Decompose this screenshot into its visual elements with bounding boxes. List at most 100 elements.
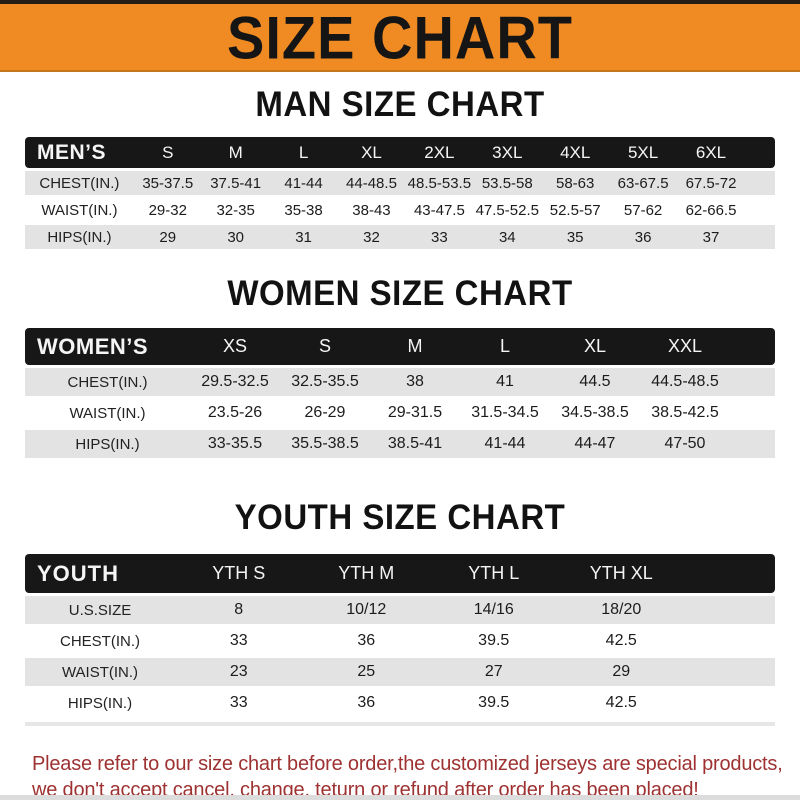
row-label-cell: HIPS(IN.) (25, 430, 190, 458)
table-bottom-divider (25, 722, 775, 726)
value-cell: 39.5 (430, 689, 558, 717)
table-header-row: MEN’S S M L XL 2XL 3XL 4XL 5XL 6XL (25, 137, 775, 168)
value-cell: 29 (133, 225, 202, 249)
measurement-row: WAIST(IN.) 29-32 32-35 35-38 38-43 43-47.5 47.… (25, 198, 775, 222)
value-cell: 44.5-48.5 (640, 368, 730, 396)
table-title-cell: WOMEN’S (25, 328, 190, 365)
value-cell: 36 (302, 689, 430, 717)
value-cell: 10/12 (302, 596, 430, 624)
value-cell: 38-43 (337, 198, 406, 222)
value-cell: 32-35 (201, 198, 270, 222)
men-section-heading-text: MAN SIZE CHART (255, 83, 545, 124)
value-cell: 34.5-38.5 (550, 399, 640, 427)
women-section-heading: WOMEN SIZE CHART (0, 272, 800, 313)
value-cell: 42.5 (557, 689, 685, 717)
value-cell: 52.5-57 (541, 198, 610, 222)
size-column-header: M (370, 328, 460, 365)
size-column-header: XXL (640, 328, 730, 365)
value-cell: 48.5-53.5 (405, 171, 474, 195)
size-column-header: XS (190, 328, 280, 365)
measurement-row: HIPS(IN.) 33 36 39.5 42.5 (25, 689, 775, 717)
table-header-row: YOUTH YTH S YTH M YTH L YTH XL (25, 554, 775, 593)
row-label-cell: WAIST(IN.) (25, 399, 190, 427)
value-cell: 29.5-32.5 (190, 368, 280, 396)
section-youth: YOUTH SIZE CHART YOUTH YTH S YTH M YTH L YTH… (0, 496, 800, 726)
women-size-table: WOMEN’S XS S M L XL XXL CHEST(IN.) 29.5-32.5 32.5… (25, 325, 775, 461)
value-cell: 41-44 (460, 430, 550, 458)
value-cell: 29-32 (133, 198, 202, 222)
size-column-header: S (280, 328, 370, 365)
table-title-cell: MEN’S (25, 137, 134, 168)
value-cell: 37.5-41 (201, 171, 270, 195)
value-cell: 23 (175, 658, 303, 686)
size-column-header: 3XL (473, 137, 542, 168)
value-cell: 35.5-38.5 (280, 430, 370, 458)
women-section-heading-text: WOMEN SIZE CHART (227, 272, 573, 313)
measurement-row: CHEST(IN.) 33 36 39.5 42.5 (25, 627, 775, 655)
size-column-header: YTH XL (557, 554, 685, 593)
value-cell: 30 (201, 225, 270, 249)
value-cell: 38.5-42.5 (640, 399, 730, 427)
value-cell: 37 (677, 225, 745, 249)
value-cell: 35-37.5 (133, 171, 202, 195)
measurement-row: CHEST(IN.) 35-37.5 37.5-41 41-44 44-48.5 48.5… (25, 171, 775, 195)
value-cell: 53.5-58 (473, 171, 542, 195)
size-column-header: 6XL (677, 137, 745, 168)
value-cell: 36 (302, 627, 430, 655)
measurement-row: HIPS(IN.) 33-35.5 35.5-38.5 38.5-41 41-44 44-… (25, 430, 775, 458)
section-men: MAN SIZE CHART MEN’S S M L XL 2XL 3XL 4XL 5XL 6XL… (0, 83, 800, 252)
row-spacer-cell (685, 627, 775, 655)
row-label-cell: CHEST(IN.) (25, 368, 190, 396)
value-cell: 35-38 (269, 198, 338, 222)
value-cell: 14/16 (430, 596, 558, 624)
size-column-header: YTH S (175, 554, 303, 593)
value-cell: 58-63 (541, 171, 610, 195)
row-spacer-cell (744, 225, 775, 249)
value-cell: 33 (175, 627, 303, 655)
value-cell: 27 (430, 658, 558, 686)
measurement-row: CHEST(IN.) 29.5-32.5 32.5-35.5 38 41 44.5 44.5… (25, 368, 775, 396)
value-cell: 67.5-72 (677, 171, 745, 195)
value-cell: 47.5-52.5 (473, 198, 542, 222)
size-chart-banner: SIZE CHART (0, 0, 800, 72)
measurement-row: WAIST(IN.) 23 25 27 29 (25, 658, 775, 686)
size-column-header: 5XL (609, 137, 678, 168)
youth-size-table: YOUTH YTH S YTH M YTH L YTH XL U.S.SIZE 8 10/12… (25, 551, 775, 720)
row-spacer-cell (744, 171, 775, 195)
value-cell: 29-31.5 (370, 399, 460, 427)
row-spacer-cell (730, 368, 775, 396)
size-column-header: S (133, 137, 202, 168)
youth-section-heading-text: YOUTH SIZE CHART (234, 496, 566, 537)
value-cell: 44-47 (550, 430, 640, 458)
value-cell: 33-35.5 (190, 430, 280, 458)
value-cell: 44-48.5 (337, 171, 406, 195)
value-cell: 57-62 (609, 198, 678, 222)
value-cell: 43-47.5 (405, 198, 474, 222)
value-cell: 29 (557, 658, 685, 686)
size-column-header: YTH L (430, 554, 558, 593)
value-cell: 32.5-35.5 (280, 368, 370, 396)
row-label-cell: HIPS(IN.) (25, 689, 175, 717)
row-spacer-cell (685, 689, 775, 717)
row-spacer-cell (685, 596, 775, 624)
value-cell: 42.5 (557, 627, 685, 655)
row-spacer-cell (744, 198, 775, 222)
value-cell: 62-66.5 (677, 198, 745, 222)
size-column-header: L (460, 328, 550, 365)
table-header-row: WOMEN’S XS S M L XL XXL (25, 328, 775, 365)
measurement-row: U.S.SIZE 8 10/12 14/16 18/20 (25, 596, 775, 624)
youth-section-heading: YOUTH SIZE CHART (0, 496, 800, 537)
value-cell: 44.5 (550, 368, 640, 396)
size-column-header: YTH M (302, 554, 430, 593)
row-label-cell: U.S.SIZE (25, 596, 175, 624)
size-column-header: XL (550, 328, 640, 365)
value-cell: 41 (460, 368, 550, 396)
value-cell: 32 (337, 225, 406, 249)
header-spacer-cell (730, 328, 775, 365)
size-column-header: L (269, 137, 338, 168)
men-size-table: MEN’S S M L XL 2XL 3XL 4XL 5XL 6XL CHEST(IN.) 35-37… (25, 134, 775, 252)
disclaimer-line-1: Please refer to our size chart before or… (32, 753, 783, 775)
size-column-header: 2XL (405, 137, 474, 168)
value-cell: 31.5-34.5 (460, 399, 550, 427)
value-cell: 25 (302, 658, 430, 686)
